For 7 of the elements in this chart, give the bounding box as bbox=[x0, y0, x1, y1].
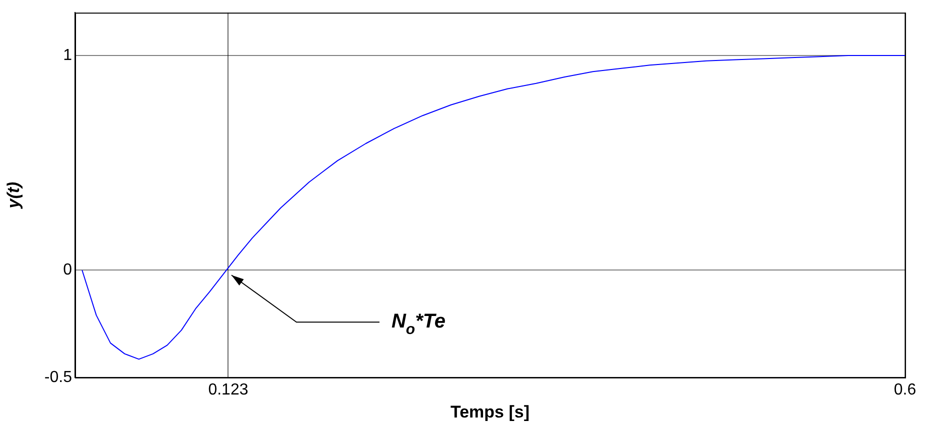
y-axis-title: y(t) bbox=[4, 181, 23, 210]
x-tick-label: 0.123 bbox=[208, 381, 248, 398]
x-tick-label: 0.6 bbox=[894, 381, 916, 398]
x-axis-title: Temps [s] bbox=[450, 402, 530, 422]
y-tick-label: 0 bbox=[63, 262, 72, 279]
y-tick-label: 1 bbox=[63, 46, 72, 64]
y-tick-label: -0.5 bbox=[44, 368, 72, 386]
